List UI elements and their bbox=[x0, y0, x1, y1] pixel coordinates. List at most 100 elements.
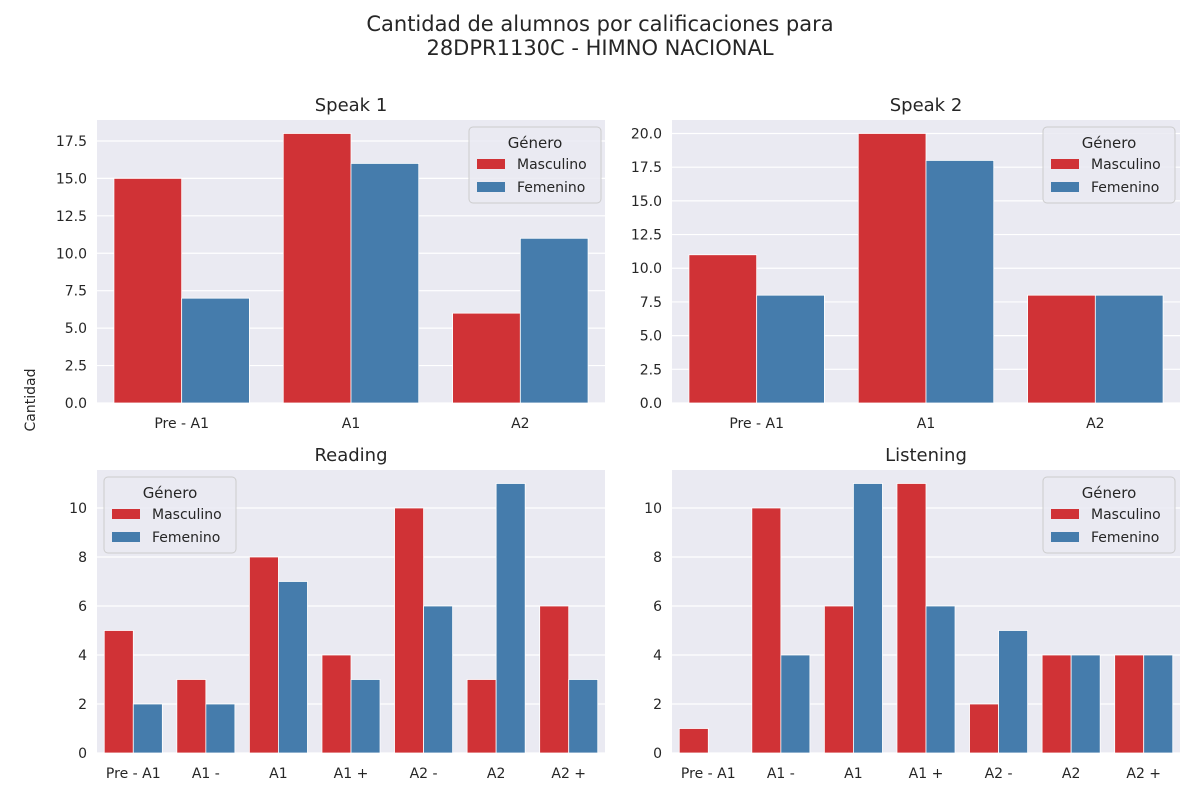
chart-panel-3: 0 2 4 6 8 10 Pre - A1 A1 - A1 A1 + A2 - A2 A2 + Readi… bbox=[69, 445, 605, 782]
bar-femenino-3 bbox=[1094, 294, 1164, 404]
x-tick-label: Pre - A1 bbox=[106, 766, 161, 782]
subplot-title: Speak 2 bbox=[890, 95, 963, 116]
legend-entry-masculino: Masculino bbox=[517, 157, 587, 173]
y-tick-label: 10 bbox=[644, 501, 662, 517]
y-tick-label: 20.0 bbox=[631, 126, 662, 142]
legend-swatch-femenino bbox=[112, 532, 140, 542]
y-tick-label: 6 bbox=[78, 599, 87, 615]
bar-masculino-6 bbox=[466, 679, 497, 754]
legend-swatch-femenino bbox=[1051, 532, 1079, 542]
bar-masculino-5 bbox=[969, 703, 999, 754]
y-tick-label: 15.0 bbox=[56, 171, 87, 187]
figure-title: Cantidad de alumnos por calificaciones p… bbox=[0, 12, 1200, 60]
bar-femenino-6 bbox=[1070, 654, 1101, 754]
bar-femenino-2 bbox=[205, 703, 236, 754]
bar-femenino-5 bbox=[998, 630, 1028, 754]
y-tick-label: 0 bbox=[78, 746, 87, 762]
y-tick-label: 4 bbox=[653, 648, 662, 664]
legend-swatch-femenino bbox=[477, 182, 505, 192]
y-tick-label: 12.5 bbox=[631, 228, 662, 244]
bar-masculino-5 bbox=[394, 507, 424, 754]
y-tick-label: 2 bbox=[653, 697, 662, 713]
y-tick-label: 6 bbox=[653, 599, 662, 615]
legend: Género Masculino Femenino bbox=[468, 126, 602, 204]
figure-title-line-2: 28DPR1130C - HIMNO NACIONAL bbox=[426, 36, 774, 60]
bar-masculino-2 bbox=[282, 133, 352, 404]
bar-masculino-3 bbox=[248, 556, 279, 754]
bar-masculino-3 bbox=[452, 312, 521, 404]
x-tick-label: A1 + bbox=[909, 766, 944, 782]
chart-panel-4: 0 2 4 6 8 10 Pre - A1 A1 - A1 A1 + A2 - A2 A2 + Liste… bbox=[644, 445, 1180, 782]
y-tick-label: 7.5 bbox=[65, 284, 87, 300]
bar-masculino-3 bbox=[1027, 294, 1096, 404]
y-tick-label: 8 bbox=[653, 550, 662, 566]
y-tick-label: 0.0 bbox=[65, 396, 87, 412]
x-tick-label: A2 + bbox=[551, 766, 586, 782]
x-tick-label: A1 - bbox=[192, 766, 220, 782]
x-tick-label: Pre - A1 bbox=[729, 416, 784, 432]
x-tick-label: A1 + bbox=[334, 766, 369, 782]
x-tick-label: A2 bbox=[1086, 416, 1104, 432]
bar-femenino-7 bbox=[1143, 654, 1174, 754]
subplot-title: Speak 1 bbox=[315, 95, 388, 116]
y-tick-label: 2.5 bbox=[640, 362, 662, 378]
bar-femenino-1 bbox=[181, 297, 250, 404]
y-tick-label: 5.0 bbox=[640, 329, 662, 345]
x-tick-label: Pre - A1 bbox=[154, 416, 209, 432]
bar-femenino-1 bbox=[756, 294, 825, 404]
bar-masculino-4 bbox=[321, 654, 352, 754]
x-tick-label: A2 bbox=[1062, 766, 1080, 782]
y-tick-label: 0 bbox=[653, 746, 662, 762]
bar-femenino-3 bbox=[519, 237, 589, 404]
x-tick-label: A1 bbox=[342, 416, 360, 432]
legend-entry-masculino: Masculino bbox=[1091, 507, 1161, 523]
bar-masculino-1 bbox=[103, 630, 134, 754]
bar-femenino-4 bbox=[925, 605, 956, 754]
y-tick-label: 10.0 bbox=[56, 246, 87, 262]
x-tick-label: A1 bbox=[917, 416, 935, 432]
chart-panel-2: 0.0 2.5 5.0 7.5 10.0 12.5 15.0 17.5 20.0 Pre - A1… bbox=[631, 95, 1180, 432]
bar-femenino-3 bbox=[278, 581, 308, 754]
legend: Género Masculino Femenino bbox=[1042, 126, 1176, 204]
y-tick-label: 17.5 bbox=[56, 134, 87, 150]
y-tick-label: 4 bbox=[78, 648, 87, 664]
bar-masculino-1 bbox=[678, 728, 709, 754]
bar-masculino-1 bbox=[688, 254, 758, 404]
x-tick-label: A2 bbox=[511, 416, 529, 432]
y-tick-label: 7.5 bbox=[640, 295, 662, 311]
legend-swatch-masculino bbox=[1051, 509, 1079, 519]
legend-entry-femenino: Femenino bbox=[152, 530, 220, 546]
bar-femenino-3 bbox=[853, 483, 883, 754]
x-tick-label: A2 - bbox=[985, 766, 1013, 782]
x-tick-label: A1 - bbox=[767, 766, 795, 782]
y-tick-label: 0.0 bbox=[640, 396, 662, 412]
chart-panel-1: 0.0 2.5 5.0 7.5 10.0 12.5 15.0 17.5 Pre - A1 A1 A2… bbox=[56, 95, 605, 432]
legend-swatch-masculino bbox=[477, 159, 505, 169]
legend-entry-femenino: Femenino bbox=[1091, 530, 1159, 546]
bar-masculino-1 bbox=[113, 177, 183, 404]
figure-title-line-1: Cantidad de alumnos por calificaciones p… bbox=[366, 12, 834, 36]
bar-masculino-7 bbox=[539, 605, 570, 754]
legend: Género Masculino Femenino bbox=[1042, 476, 1176, 554]
legend-title: Género bbox=[1082, 484, 1137, 502]
legend-swatch-masculino bbox=[1051, 159, 1079, 169]
bar-masculino-3 bbox=[824, 605, 854, 754]
x-tick-label: A2 + bbox=[1126, 766, 1161, 782]
bar-femenino-2 bbox=[350, 163, 420, 404]
bar-femenino-7 bbox=[568, 679, 599, 754]
bar-masculino-4 bbox=[896, 483, 927, 754]
y-tick-label: 2 bbox=[78, 697, 87, 713]
legend-entry-masculino: Masculino bbox=[152, 507, 222, 523]
x-tick-label: A1 bbox=[269, 766, 287, 782]
legend-title: Género bbox=[508, 134, 563, 152]
bar-masculino-7 bbox=[1114, 654, 1145, 754]
legend-entry-femenino: Femenino bbox=[1091, 180, 1159, 196]
x-tick-label: A1 bbox=[844, 766, 862, 782]
y-tick-label: 5.0 bbox=[65, 321, 87, 337]
y-tick-label: 17.5 bbox=[631, 160, 662, 176]
bar-femenino-1 bbox=[132, 703, 163, 754]
x-tick-label: Pre - A1 bbox=[681, 766, 736, 782]
y-tick-label: 8 bbox=[78, 550, 87, 566]
bar-femenino-6 bbox=[495, 483, 526, 754]
